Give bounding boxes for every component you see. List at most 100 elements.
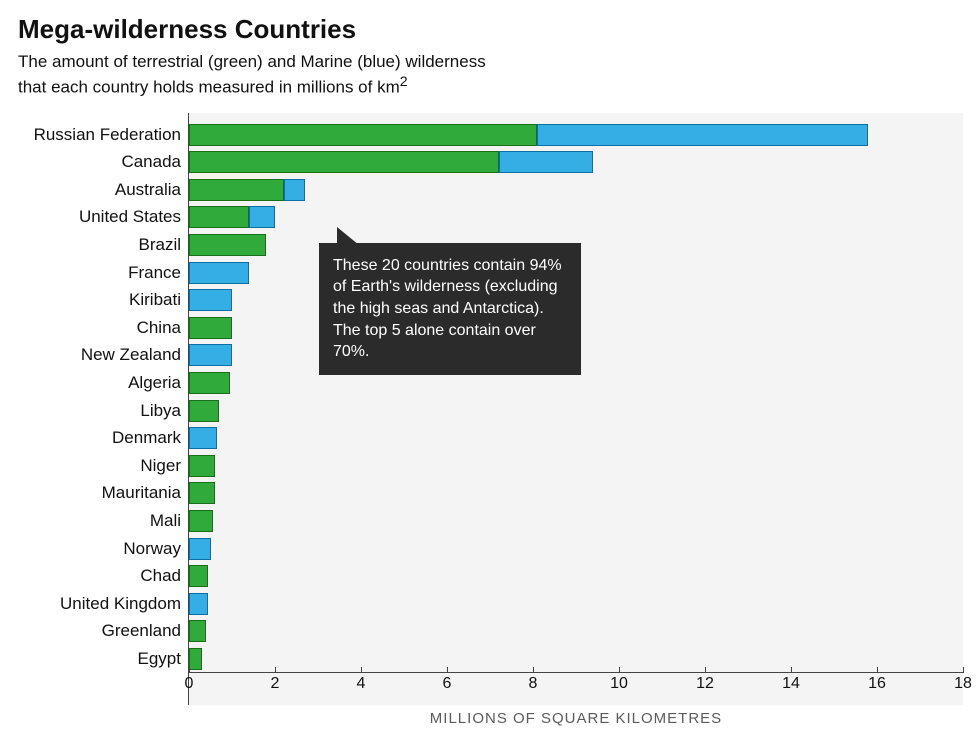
country-label: Australia [11, 180, 189, 200]
bar-stack [189, 206, 275, 228]
x-tick-label: 8 [529, 675, 538, 693]
bar-segment-marine [189, 262, 249, 284]
country-label: Niger [11, 456, 189, 476]
bar-row: United Kingdom [189, 590, 963, 618]
country-label: Mali [11, 511, 189, 531]
bar-row: Canada [189, 148, 963, 176]
x-tick [189, 667, 190, 673]
bar-segment-marine [499, 151, 594, 173]
country-label: United Kingdom [11, 594, 189, 614]
bar-row: Greenland [189, 618, 963, 646]
country-label: Greenland [11, 621, 189, 641]
bar-row: Libya [189, 397, 963, 425]
x-tick-label: 10 [610, 675, 628, 693]
bar-stack [189, 565, 208, 587]
bar-segment-marine [189, 427, 217, 449]
country-label: Russian Federation [11, 125, 189, 145]
bar-segment-terrestrial [189, 179, 284, 201]
country-label: Chad [11, 566, 189, 586]
bar-stack [189, 124, 868, 146]
subtitle-superscript: 2 [400, 74, 408, 90]
bar-row: Russian Federation [189, 121, 963, 149]
bar-row: Australia [189, 176, 963, 204]
bar-segment-terrestrial [189, 620, 206, 642]
bar-stack [189, 179, 305, 201]
x-axis: MILLIONS OF SQUARE KILOMETRES 0246810121… [189, 672, 963, 705]
bars-container: Russian FederationCanadaAustraliaUnited … [189, 113, 963, 673]
bar-segment-terrestrial [189, 400, 219, 422]
bar-segment-terrestrial [189, 565, 208, 587]
country-label: Algeria [11, 373, 189, 393]
bar-row: Mali [189, 507, 963, 535]
bar-stack [189, 344, 232, 366]
bar-segment-terrestrial [189, 482, 215, 504]
bar-segment-terrestrial [189, 455, 215, 477]
subtitle-line2: that each country holds measured in mill… [18, 78, 400, 97]
bar-segment-marine [189, 538, 211, 560]
bar-stack [189, 151, 593, 173]
country-label: Libya [11, 401, 189, 421]
bar-stack [189, 372, 230, 394]
country-label: United States [11, 207, 189, 227]
bar-stack [189, 620, 206, 642]
country-label: Canada [11, 152, 189, 172]
bar-segment-terrestrial [189, 234, 266, 256]
bar-row: Mauritania [189, 480, 963, 508]
x-tick-label: 16 [868, 675, 886, 693]
x-tick-label: 18 [954, 675, 972, 693]
callout-text: These 20 countries contain 94% of Earth'… [333, 257, 562, 360]
bar-stack [189, 455, 215, 477]
x-tick-label: 14 [782, 675, 800, 693]
x-tick [447, 667, 448, 673]
x-tick [791, 667, 792, 673]
bar-stack [189, 234, 266, 256]
bar-stack [189, 400, 219, 422]
bar-stack [189, 510, 213, 532]
bar-segment-terrestrial [189, 648, 202, 670]
country-label: Norway [11, 539, 189, 559]
x-tick-label: 6 [443, 675, 452, 693]
x-tick-label: 4 [357, 675, 366, 693]
country-label: Brazil [11, 235, 189, 255]
country-label: New Zealand [11, 345, 189, 365]
bar-row: Chad [189, 562, 963, 590]
x-tick [275, 667, 276, 673]
x-axis-title: MILLIONS OF SQUARE KILOMETRES [430, 710, 722, 727]
bar-stack [189, 317, 232, 339]
x-tick [963, 667, 964, 673]
bar-segment-terrestrial [189, 151, 499, 173]
bar-row: Niger [189, 452, 963, 480]
bar-stack [189, 538, 211, 560]
bar-row: Egypt [189, 645, 963, 673]
bar-stack [189, 262, 249, 284]
bar-segment-marine [189, 593, 208, 615]
bar-segment-terrestrial [189, 317, 232, 339]
bar-row: Norway [189, 535, 963, 563]
country-label: France [11, 263, 189, 283]
country-label: Denmark [11, 428, 189, 448]
bar-row: Denmark [189, 424, 963, 452]
bar-segment-terrestrial [189, 206, 249, 228]
chart-subtitle: The amount of terrestrial (green) and Ma… [18, 51, 962, 99]
bar-segment-marine [537, 124, 868, 146]
bar-segment-marine [189, 344, 232, 366]
country-label: Egypt [11, 649, 189, 669]
bar-segment-terrestrial [189, 372, 230, 394]
country-label: Mauritania [11, 483, 189, 503]
bar-segment-marine [249, 206, 275, 228]
callout-pointer-icon [337, 227, 359, 245]
country-label: China [11, 318, 189, 338]
bar-row: United States [189, 204, 963, 232]
bar-segment-marine [189, 289, 232, 311]
bar-stack [189, 593, 208, 615]
bar-stack [189, 482, 215, 504]
bar-stack [189, 427, 217, 449]
x-tick [705, 667, 706, 673]
x-tick-label: 12 [696, 675, 714, 693]
x-tick-label: 0 [185, 675, 194, 693]
country-label: Kiribati [11, 290, 189, 310]
bar-stack [189, 289, 232, 311]
x-tick-label: 2 [271, 675, 280, 693]
x-tick [877, 667, 878, 673]
bar-stack [189, 648, 202, 670]
